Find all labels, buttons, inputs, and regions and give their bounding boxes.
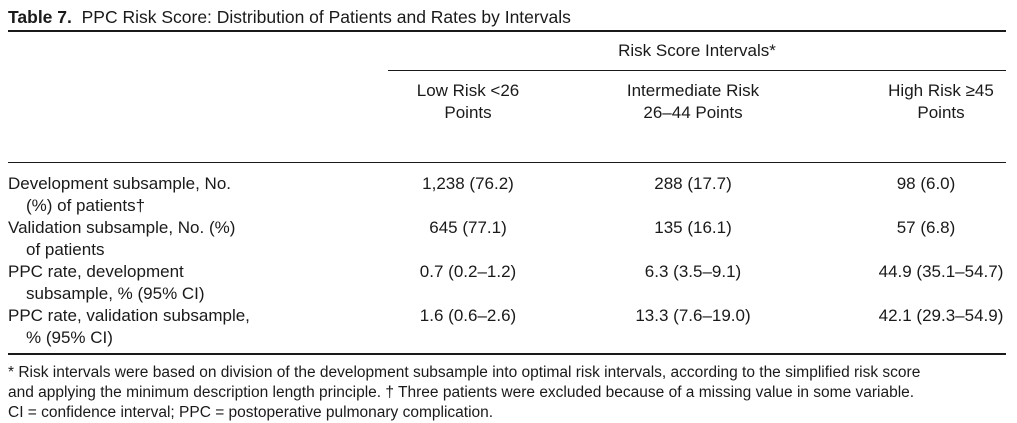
row-label-line: (%) of patients† <box>26 196 146 215</box>
footnote-line: CI = confidence interval; PPC = postoper… <box>8 404 494 421</box>
table-row: Development subsample, No. (%) of patien… <box>8 173 1006 217</box>
column-header-line: 26–44 Points <box>643 103 743 122</box>
top-rule <box>8 30 1006 32</box>
column-header-low-risk: Low Risk <26 Points <box>388 80 548 124</box>
spanner-header: Risk Score Intervals* <box>8 32 1006 72</box>
table-cell: 288 (17.7) <box>654 174 732 193</box>
table-row: PPC rate, validation subsample, % (95% C… <box>8 305 1006 349</box>
bottom-rule <box>8 353 1006 355</box>
table-cell: 13.3 (7.6–19.0) <box>635 306 751 325</box>
row-label: Validation subsample, No. (%) of patient… <box>8 217 348 261</box>
column-header-line: High Risk ≥45 <box>888 81 994 100</box>
table-row: Validation subsample, No. (%) of patient… <box>8 217 1006 261</box>
footnote-line: * Risk intervals were based on division … <box>8 364 921 381</box>
row-label-line: subsample, % (95% CI) <box>26 284 205 303</box>
row-label-line: Development subsample, No. <box>8 174 232 193</box>
row-label-line: % (95% CI) <box>26 328 113 347</box>
column-header-high-risk: High Risk ≥45 Points <box>866 80 1016 124</box>
column-header-line: Points <box>444 103 492 122</box>
table-caption: Table 7. PPC Risk Score: Distribution of… <box>8 4 1006 30</box>
row-label-line: of patients <box>26 240 105 259</box>
table-cell: 6.3 (3.5–9.1) <box>644 262 742 281</box>
column-headers: Low Risk <26 Points Intermediate Risk 26… <box>8 72 1006 162</box>
table-cell: 645 (77.1) <box>429 218 507 237</box>
column-header-line: Low Risk <26 <box>416 81 520 100</box>
row-label-line: PPC rate, validation subsample, <box>8 306 250 325</box>
spanner-rule <box>388 70 1006 71</box>
table-cell: 0.7 (0.2–1.2) <box>419 262 517 281</box>
column-header-line: Intermediate Risk <box>626 81 760 100</box>
footnote-line: and applying the minimum description len… <box>8 384 915 401</box>
column-header-line: Points <box>917 103 965 122</box>
table-footnotes: * Risk intervals were based on division … <box>8 363 1006 423</box>
table-cell: 1,238 (76.2) <box>422 174 514 193</box>
table-body: Development subsample, No. (%) of patien… <box>8 163 1006 353</box>
header-rule <box>8 162 1006 163</box>
row-label-line: Validation subsample, No. (%) <box>8 218 236 237</box>
table-cell: 1.6 (0.6–2.6) <box>419 306 517 325</box>
table-cell: 98 (6.0) <box>896 174 956 193</box>
table-cell: 57 (6.8) <box>896 218 956 237</box>
row-label: PPC rate, development subsample, % (95% … <box>8 261 348 305</box>
table-title: PPC Risk Score: Distribution of Patients… <box>81 7 571 27</box>
table-cell: 44.9 (35.1–54.7) <box>878 262 1004 281</box>
spanner-label: Risk Score Intervals* <box>618 41 776 60</box>
row-label: PPC rate, validation subsample, % (95% C… <box>8 305 348 349</box>
row-label-line: PPC rate, development <box>8 262 184 281</box>
column-header-intermediate-risk: Intermediate Risk 26–44 Points <box>598 80 788 124</box>
row-label: Development subsample, No. (%) of patien… <box>8 173 348 217</box>
table-row: PPC rate, development subsample, % (95% … <box>8 261 1006 305</box>
table-cell: 42.1 (29.3–54.9) <box>878 306 1004 325</box>
table-cell: 135 (16.1) <box>654 218 732 237</box>
table-number: Table 7. <box>8 7 72 27</box>
table-7: Table 7. PPC Risk Score: Distribution of… <box>8 4 1006 423</box>
